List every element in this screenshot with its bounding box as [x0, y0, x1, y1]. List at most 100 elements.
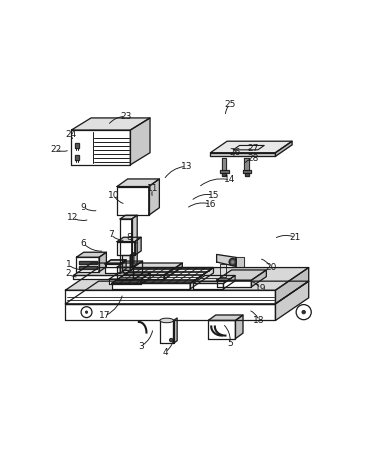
Polygon shape — [222, 173, 226, 176]
Text: 4: 4 — [162, 348, 168, 357]
Polygon shape — [160, 320, 174, 343]
Polygon shape — [79, 266, 97, 269]
Polygon shape — [117, 242, 135, 255]
Circle shape — [231, 261, 234, 263]
Circle shape — [169, 338, 173, 342]
Polygon shape — [66, 290, 275, 304]
Polygon shape — [216, 280, 252, 287]
Text: 19: 19 — [255, 284, 266, 293]
Polygon shape — [75, 143, 79, 148]
Polygon shape — [117, 268, 133, 280]
Polygon shape — [244, 158, 249, 170]
Polygon shape — [235, 258, 244, 267]
Polygon shape — [220, 170, 229, 173]
Polygon shape — [122, 255, 130, 270]
Text: 11: 11 — [147, 184, 159, 193]
Text: 20: 20 — [265, 263, 277, 272]
Polygon shape — [117, 179, 160, 187]
Polygon shape — [211, 153, 275, 157]
Text: 21: 21 — [289, 233, 301, 242]
Polygon shape — [211, 141, 292, 153]
Text: 16: 16 — [205, 200, 216, 208]
Polygon shape — [223, 275, 235, 289]
Polygon shape — [66, 268, 309, 290]
Polygon shape — [122, 270, 129, 276]
Text: 28: 28 — [247, 154, 259, 163]
Text: 14: 14 — [224, 176, 236, 184]
Polygon shape — [112, 283, 190, 289]
Polygon shape — [79, 261, 97, 264]
Text: 27: 27 — [247, 144, 259, 153]
Polygon shape — [133, 261, 142, 280]
Polygon shape — [164, 263, 183, 279]
Ellipse shape — [160, 318, 174, 323]
Text: 6: 6 — [81, 239, 86, 248]
Polygon shape — [236, 315, 243, 339]
Polygon shape — [117, 237, 141, 242]
Polygon shape — [132, 215, 137, 268]
Polygon shape — [76, 252, 106, 257]
Polygon shape — [66, 304, 275, 320]
Polygon shape — [275, 268, 309, 304]
Text: 9: 9 — [81, 202, 86, 212]
Polygon shape — [73, 275, 164, 279]
Text: 2: 2 — [66, 269, 71, 278]
Polygon shape — [216, 254, 236, 267]
Text: 15: 15 — [208, 191, 219, 199]
Polygon shape — [193, 275, 235, 283]
Text: 1: 1 — [66, 260, 71, 269]
Polygon shape — [275, 141, 292, 157]
Polygon shape — [109, 279, 141, 283]
Circle shape — [85, 311, 88, 313]
Text: 23: 23 — [120, 112, 131, 121]
Polygon shape — [120, 260, 126, 273]
Polygon shape — [252, 270, 266, 287]
Polygon shape — [105, 260, 126, 264]
Text: 17: 17 — [99, 311, 110, 320]
Polygon shape — [193, 283, 223, 289]
Text: 26: 26 — [229, 148, 240, 157]
Text: 8: 8 — [126, 233, 132, 242]
Polygon shape — [208, 320, 236, 339]
Polygon shape — [222, 158, 227, 170]
Text: 10: 10 — [108, 191, 119, 199]
Polygon shape — [71, 130, 130, 165]
Polygon shape — [105, 260, 126, 264]
Polygon shape — [117, 261, 142, 268]
Text: 22: 22 — [51, 145, 62, 154]
Polygon shape — [117, 187, 149, 215]
Text: 12: 12 — [67, 213, 79, 222]
Polygon shape — [112, 268, 213, 283]
Text: 3: 3 — [138, 342, 144, 351]
Polygon shape — [73, 263, 183, 275]
Polygon shape — [75, 155, 79, 160]
Polygon shape — [66, 281, 309, 304]
Text: 13: 13 — [181, 162, 192, 171]
Polygon shape — [275, 281, 309, 320]
Polygon shape — [220, 263, 226, 277]
Polygon shape — [216, 270, 266, 280]
Polygon shape — [243, 170, 251, 173]
Polygon shape — [208, 315, 243, 320]
Circle shape — [81, 307, 92, 318]
Polygon shape — [135, 237, 141, 255]
Polygon shape — [109, 273, 150, 279]
Polygon shape — [130, 118, 150, 165]
Polygon shape — [190, 268, 213, 289]
Circle shape — [296, 304, 311, 320]
Polygon shape — [71, 118, 150, 130]
Circle shape — [229, 258, 236, 266]
Polygon shape — [105, 264, 120, 273]
Text: 18: 18 — [253, 316, 264, 325]
Polygon shape — [120, 219, 132, 268]
Polygon shape — [76, 257, 99, 272]
Polygon shape — [99, 252, 106, 272]
Text: 7: 7 — [108, 230, 113, 239]
Text: 25: 25 — [224, 100, 236, 109]
Polygon shape — [120, 215, 137, 219]
Circle shape — [302, 310, 305, 314]
Text: 5: 5 — [227, 339, 233, 348]
Polygon shape — [141, 273, 150, 283]
Polygon shape — [174, 318, 177, 343]
Polygon shape — [149, 179, 160, 215]
